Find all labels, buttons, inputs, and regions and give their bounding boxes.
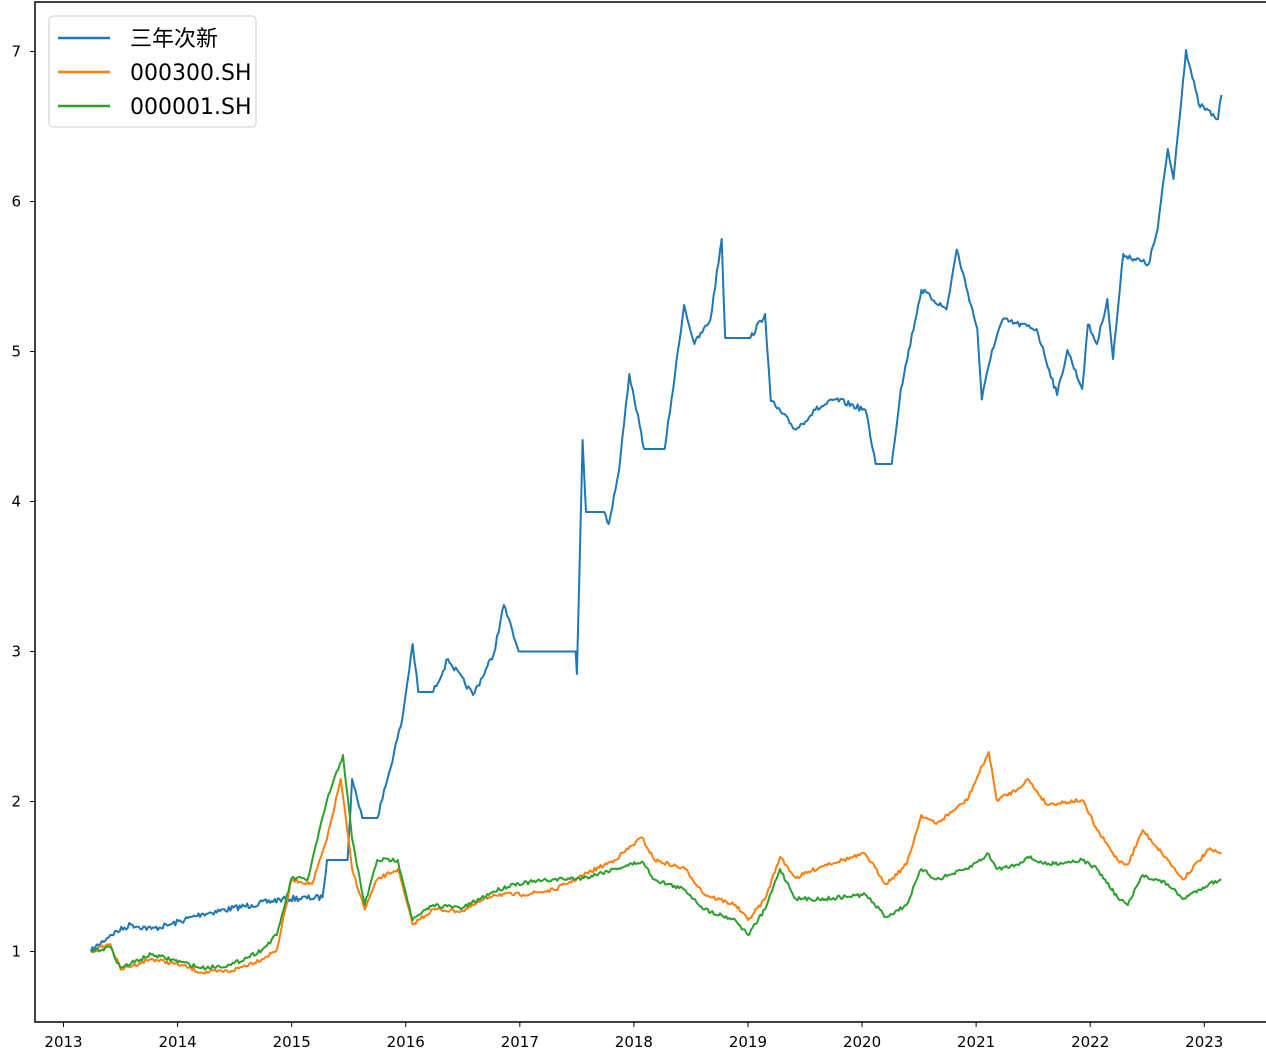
y-tick-label: 2 (11, 793, 21, 811)
y-axis: 1 2 3 4 5 6 7 (11, 43, 35, 961)
legend-label-1: 000300.SH (130, 61, 251, 86)
y-tick-label: 3 (11, 643, 21, 661)
y-tick-label: 6 (11, 193, 21, 211)
x-tick-label: 2022 (1071, 1033, 1109, 1051)
legend: 三年次新 000300.SH 000001.SH (48, 15, 257, 128)
x-tick-label: 2019 (729, 1033, 767, 1051)
y-tick-label: 1 (11, 943, 21, 961)
legend-box (48, 15, 257, 128)
x-tick-label: 2021 (957, 1033, 995, 1051)
legend-label-0: 三年次新 (130, 27, 218, 52)
y-tick-label: 7 (11, 43, 21, 61)
y-tick-label: 5 (11, 343, 21, 361)
x-tick-label: 2013 (44, 1033, 82, 1051)
x-tick-label: 2018 (615, 1033, 653, 1051)
series-line-0 (89, 49, 1223, 953)
x-tick-label: 2020 (843, 1033, 881, 1051)
series-line-1 (90, 751, 1223, 975)
series-line-2 (90, 754, 1222, 971)
x-tick-label: 2014 (159, 1033, 197, 1051)
x-tick-label: 2023 (1185, 1033, 1223, 1051)
series-lines (89, 49, 1223, 975)
x-axis: 2013 2014 2015 2016 2017 2018 2019 2020 2021 2022… (44, 1022, 1223, 1051)
x-tick-label: 2016 (387, 1033, 425, 1051)
axes-frame (34, 1, 1266, 1023)
legend-label-2: 000001.SH (130, 95, 251, 120)
y-tick-label: 4 (11, 493, 21, 511)
x-tick-label: 2017 (501, 1033, 539, 1051)
x-tick-label: 2015 (273, 1033, 311, 1051)
